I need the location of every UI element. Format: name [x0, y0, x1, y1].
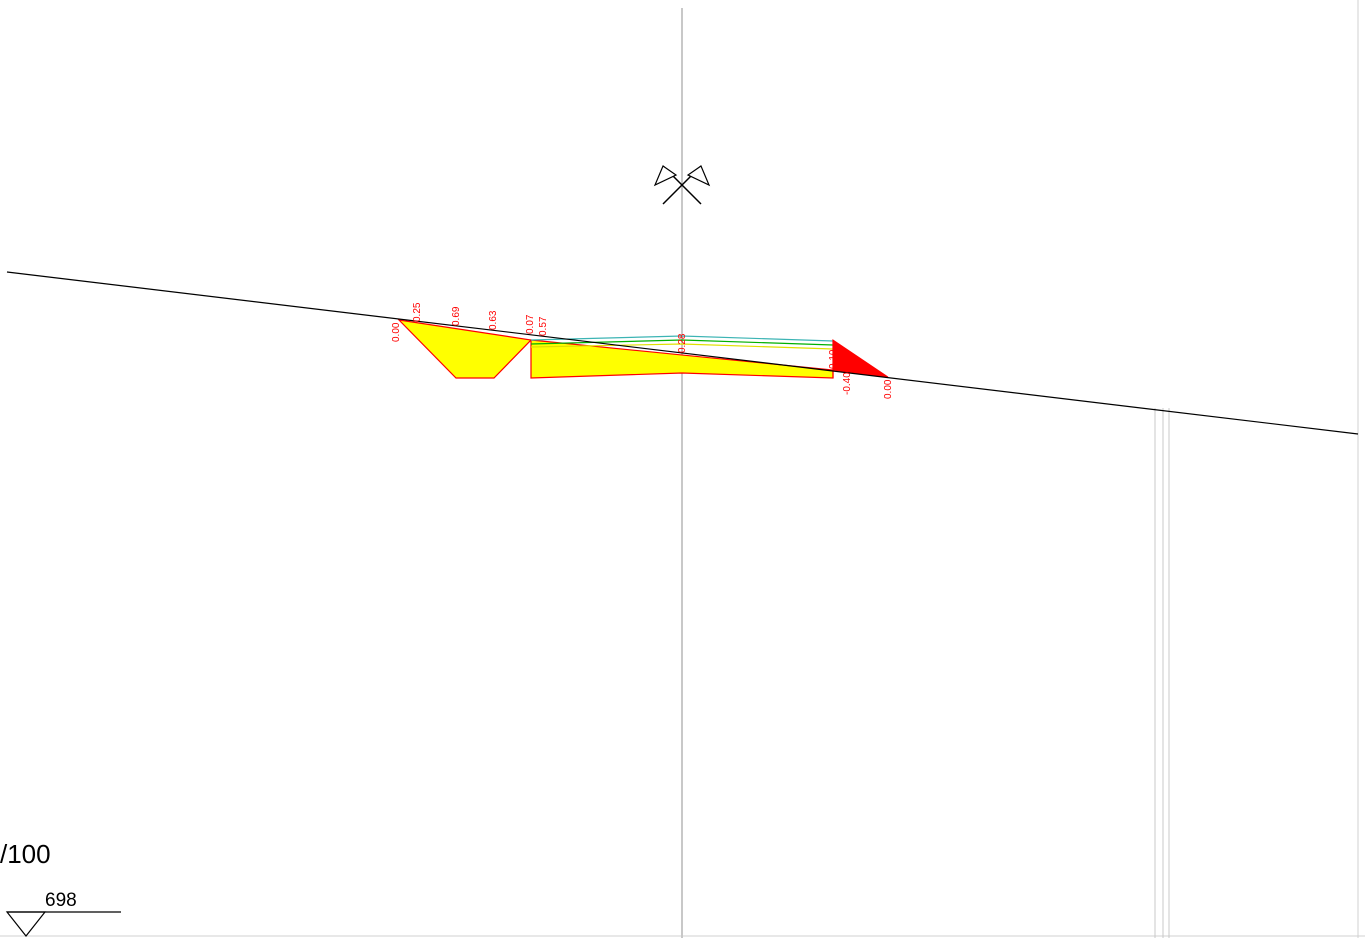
- offset-label: 0.25: [412, 302, 423, 322]
- scale-label: /100: [0, 839, 51, 869]
- offset-label: -0.40: [842, 372, 853, 395]
- ground-line: [6, 271, 1359, 435]
- offset-label: 0.57: [538, 316, 549, 336]
- flags-icon: [653, 165, 711, 205]
- pavement-layer-yellow: [530, 343, 834, 350]
- offset-label: 0.00: [391, 322, 402, 342]
- offset-label: 0.28: [677, 333, 688, 353]
- offset-label: 0.69: [451, 306, 462, 326]
- pavement-layer-cyan: [530, 335, 834, 342]
- offset-label: 0.63: [488, 310, 499, 330]
- offset-label: 0.10: [828, 349, 839, 369]
- elevation-marker: 698: [5, 890, 121, 937]
- offset-label: 0.07: [525, 314, 536, 334]
- cut-area-left-ditch: [397, 319, 533, 379]
- pavement-layer-green: [530, 339, 834, 346]
- elevation-triangle-icon: [5, 911, 47, 937]
- offset-label: 0.00: [883, 379, 894, 399]
- elevation-label: 698: [45, 890, 77, 911]
